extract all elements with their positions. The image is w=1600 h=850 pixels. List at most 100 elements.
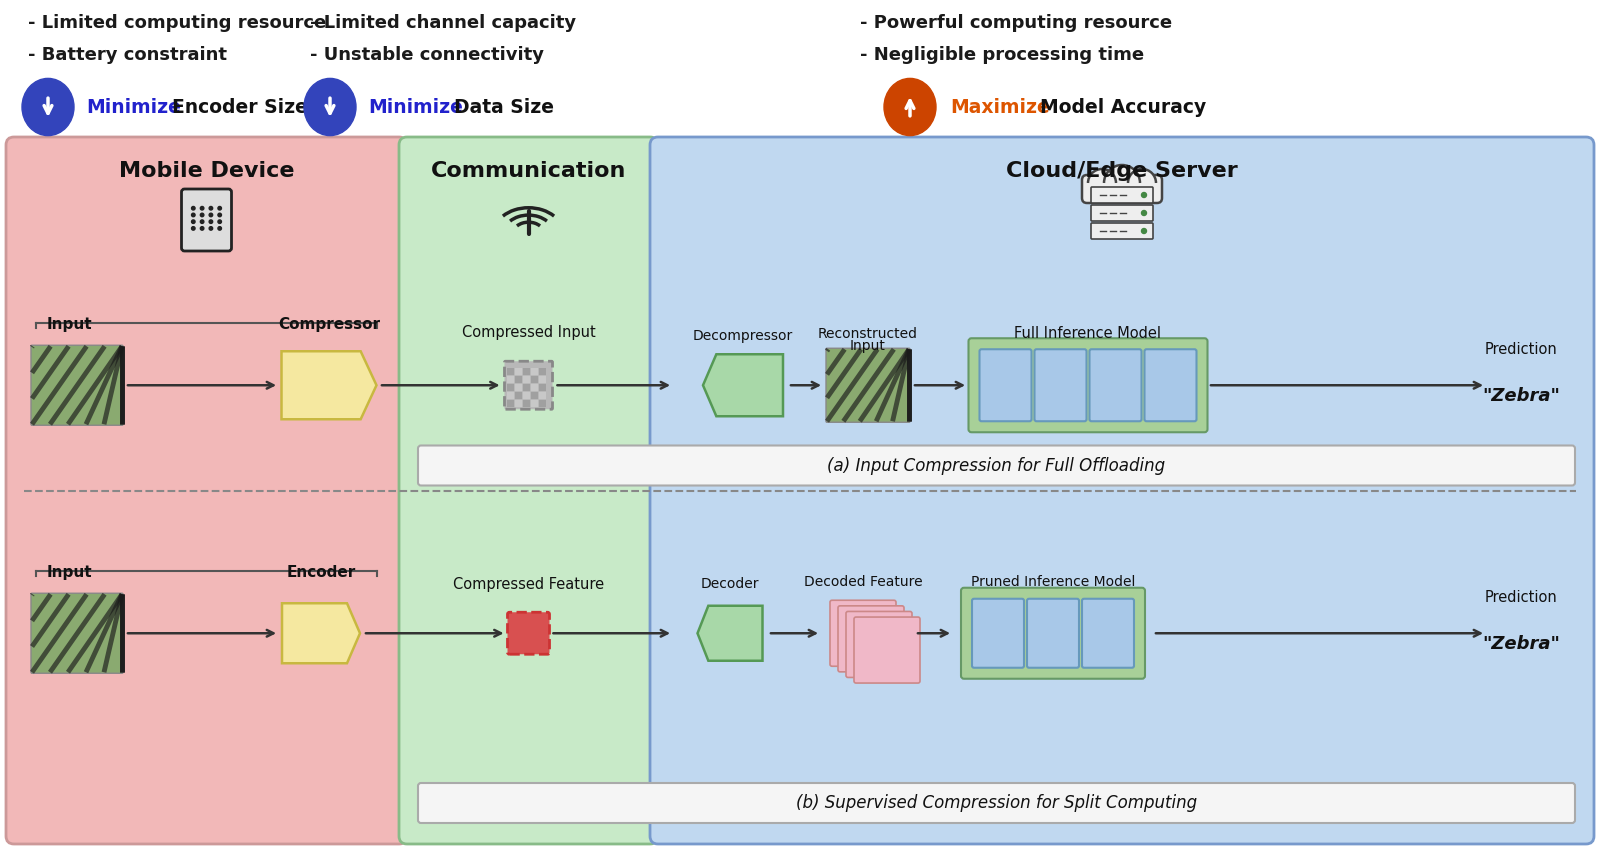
- FancyBboxPatch shape: [30, 345, 123, 425]
- Text: Compressed Input: Compressed Input: [462, 326, 595, 340]
- Text: Reconstructed: Reconstructed: [818, 327, 918, 341]
- Bar: [507, 368, 514, 375]
- Text: "Zebra": "Zebra": [1482, 635, 1560, 654]
- FancyBboxPatch shape: [507, 612, 549, 654]
- Text: Decoded Feature: Decoded Feature: [803, 575, 922, 589]
- FancyBboxPatch shape: [30, 593, 123, 673]
- Text: Minimize: Minimize: [86, 98, 181, 116]
- Circle shape: [192, 220, 195, 224]
- Circle shape: [1128, 169, 1155, 197]
- Bar: [515, 400, 522, 407]
- Bar: [515, 384, 522, 391]
- Text: Decompressor: Decompressor: [693, 329, 794, 343]
- Bar: [539, 392, 546, 400]
- Text: Compressed Feature: Compressed Feature: [453, 577, 605, 592]
- Circle shape: [200, 213, 203, 217]
- Circle shape: [192, 213, 195, 217]
- Text: Encoder: Encoder: [286, 565, 355, 581]
- Bar: [507, 392, 514, 400]
- FancyBboxPatch shape: [1144, 349, 1197, 422]
- Circle shape: [210, 220, 213, 224]
- Text: - Battery constraint: - Battery constraint: [29, 46, 227, 64]
- FancyBboxPatch shape: [1082, 175, 1162, 203]
- Circle shape: [1104, 165, 1139, 201]
- Text: Communication: Communication: [430, 161, 626, 181]
- FancyBboxPatch shape: [854, 617, 920, 683]
- Text: Model Accuracy: Model Accuracy: [1040, 98, 1206, 116]
- Text: Input: Input: [46, 317, 91, 332]
- Text: Input: Input: [850, 339, 886, 354]
- Text: - Limited computing resource: - Limited computing resource: [29, 14, 326, 32]
- FancyBboxPatch shape: [962, 587, 1146, 679]
- Circle shape: [1141, 229, 1147, 234]
- Text: - Limited channel capacity: - Limited channel capacity: [310, 14, 576, 32]
- Ellipse shape: [304, 78, 355, 136]
- FancyBboxPatch shape: [504, 361, 552, 409]
- FancyBboxPatch shape: [6, 137, 406, 844]
- Polygon shape: [282, 351, 376, 419]
- Text: Data Size: Data Size: [454, 98, 554, 116]
- Bar: [531, 400, 538, 407]
- Circle shape: [218, 220, 221, 224]
- FancyBboxPatch shape: [979, 349, 1032, 422]
- Bar: [523, 368, 530, 375]
- Circle shape: [1141, 192, 1147, 197]
- Circle shape: [200, 220, 203, 224]
- Circle shape: [1141, 211, 1147, 216]
- Text: - Negligible processing time: - Negligible processing time: [861, 46, 1144, 64]
- FancyBboxPatch shape: [418, 783, 1574, 823]
- Text: - Powerful computing resource: - Powerful computing resource: [861, 14, 1173, 32]
- Bar: [523, 384, 530, 391]
- Bar: [531, 384, 538, 391]
- FancyBboxPatch shape: [181, 189, 232, 251]
- Text: Input: Input: [46, 565, 91, 581]
- Circle shape: [218, 207, 221, 210]
- Bar: [523, 377, 530, 383]
- Ellipse shape: [883, 78, 936, 136]
- Circle shape: [200, 227, 203, 230]
- Text: Mobile Device: Mobile Device: [118, 161, 294, 181]
- Bar: [523, 392, 530, 400]
- Circle shape: [192, 207, 195, 210]
- Bar: [515, 377, 522, 383]
- Bar: [531, 368, 538, 375]
- Text: Maximize: Maximize: [950, 98, 1050, 116]
- Bar: [515, 392, 522, 400]
- Text: "Zebra": "Zebra": [1482, 388, 1560, 405]
- Bar: [507, 400, 514, 407]
- Text: (a) Input Compression for Full Offloading: (a) Input Compression for Full Offloadin…: [827, 456, 1165, 474]
- Text: Cloud/Edge Server: Cloud/Edge Server: [1006, 161, 1238, 181]
- Bar: [531, 392, 538, 400]
- FancyBboxPatch shape: [650, 137, 1594, 844]
- FancyBboxPatch shape: [1091, 187, 1154, 203]
- Polygon shape: [282, 604, 360, 663]
- Text: Prediction: Prediction: [1485, 590, 1557, 605]
- Bar: [523, 400, 530, 407]
- Bar: [515, 368, 522, 375]
- Text: - Unstable connectivity: - Unstable connectivity: [310, 46, 544, 64]
- Text: Pruned Inference Model: Pruned Inference Model: [971, 575, 1134, 589]
- Circle shape: [1088, 169, 1117, 197]
- Bar: [539, 400, 546, 407]
- FancyBboxPatch shape: [838, 606, 904, 672]
- FancyBboxPatch shape: [1091, 205, 1154, 221]
- Bar: [507, 377, 514, 383]
- Polygon shape: [702, 354, 782, 416]
- Text: Decoder: Decoder: [701, 577, 760, 592]
- Bar: [539, 377, 546, 383]
- Circle shape: [192, 227, 195, 230]
- Bar: [539, 384, 546, 391]
- FancyBboxPatch shape: [1082, 598, 1134, 668]
- Circle shape: [218, 213, 221, 217]
- FancyBboxPatch shape: [398, 137, 658, 844]
- Circle shape: [210, 213, 213, 217]
- Bar: [539, 368, 546, 375]
- Circle shape: [210, 227, 213, 230]
- Text: Minimize: Minimize: [368, 98, 462, 116]
- Circle shape: [200, 207, 203, 210]
- FancyBboxPatch shape: [968, 338, 1208, 433]
- FancyBboxPatch shape: [830, 600, 896, 666]
- FancyBboxPatch shape: [1091, 223, 1154, 239]
- Circle shape: [210, 207, 213, 210]
- FancyBboxPatch shape: [846, 611, 912, 677]
